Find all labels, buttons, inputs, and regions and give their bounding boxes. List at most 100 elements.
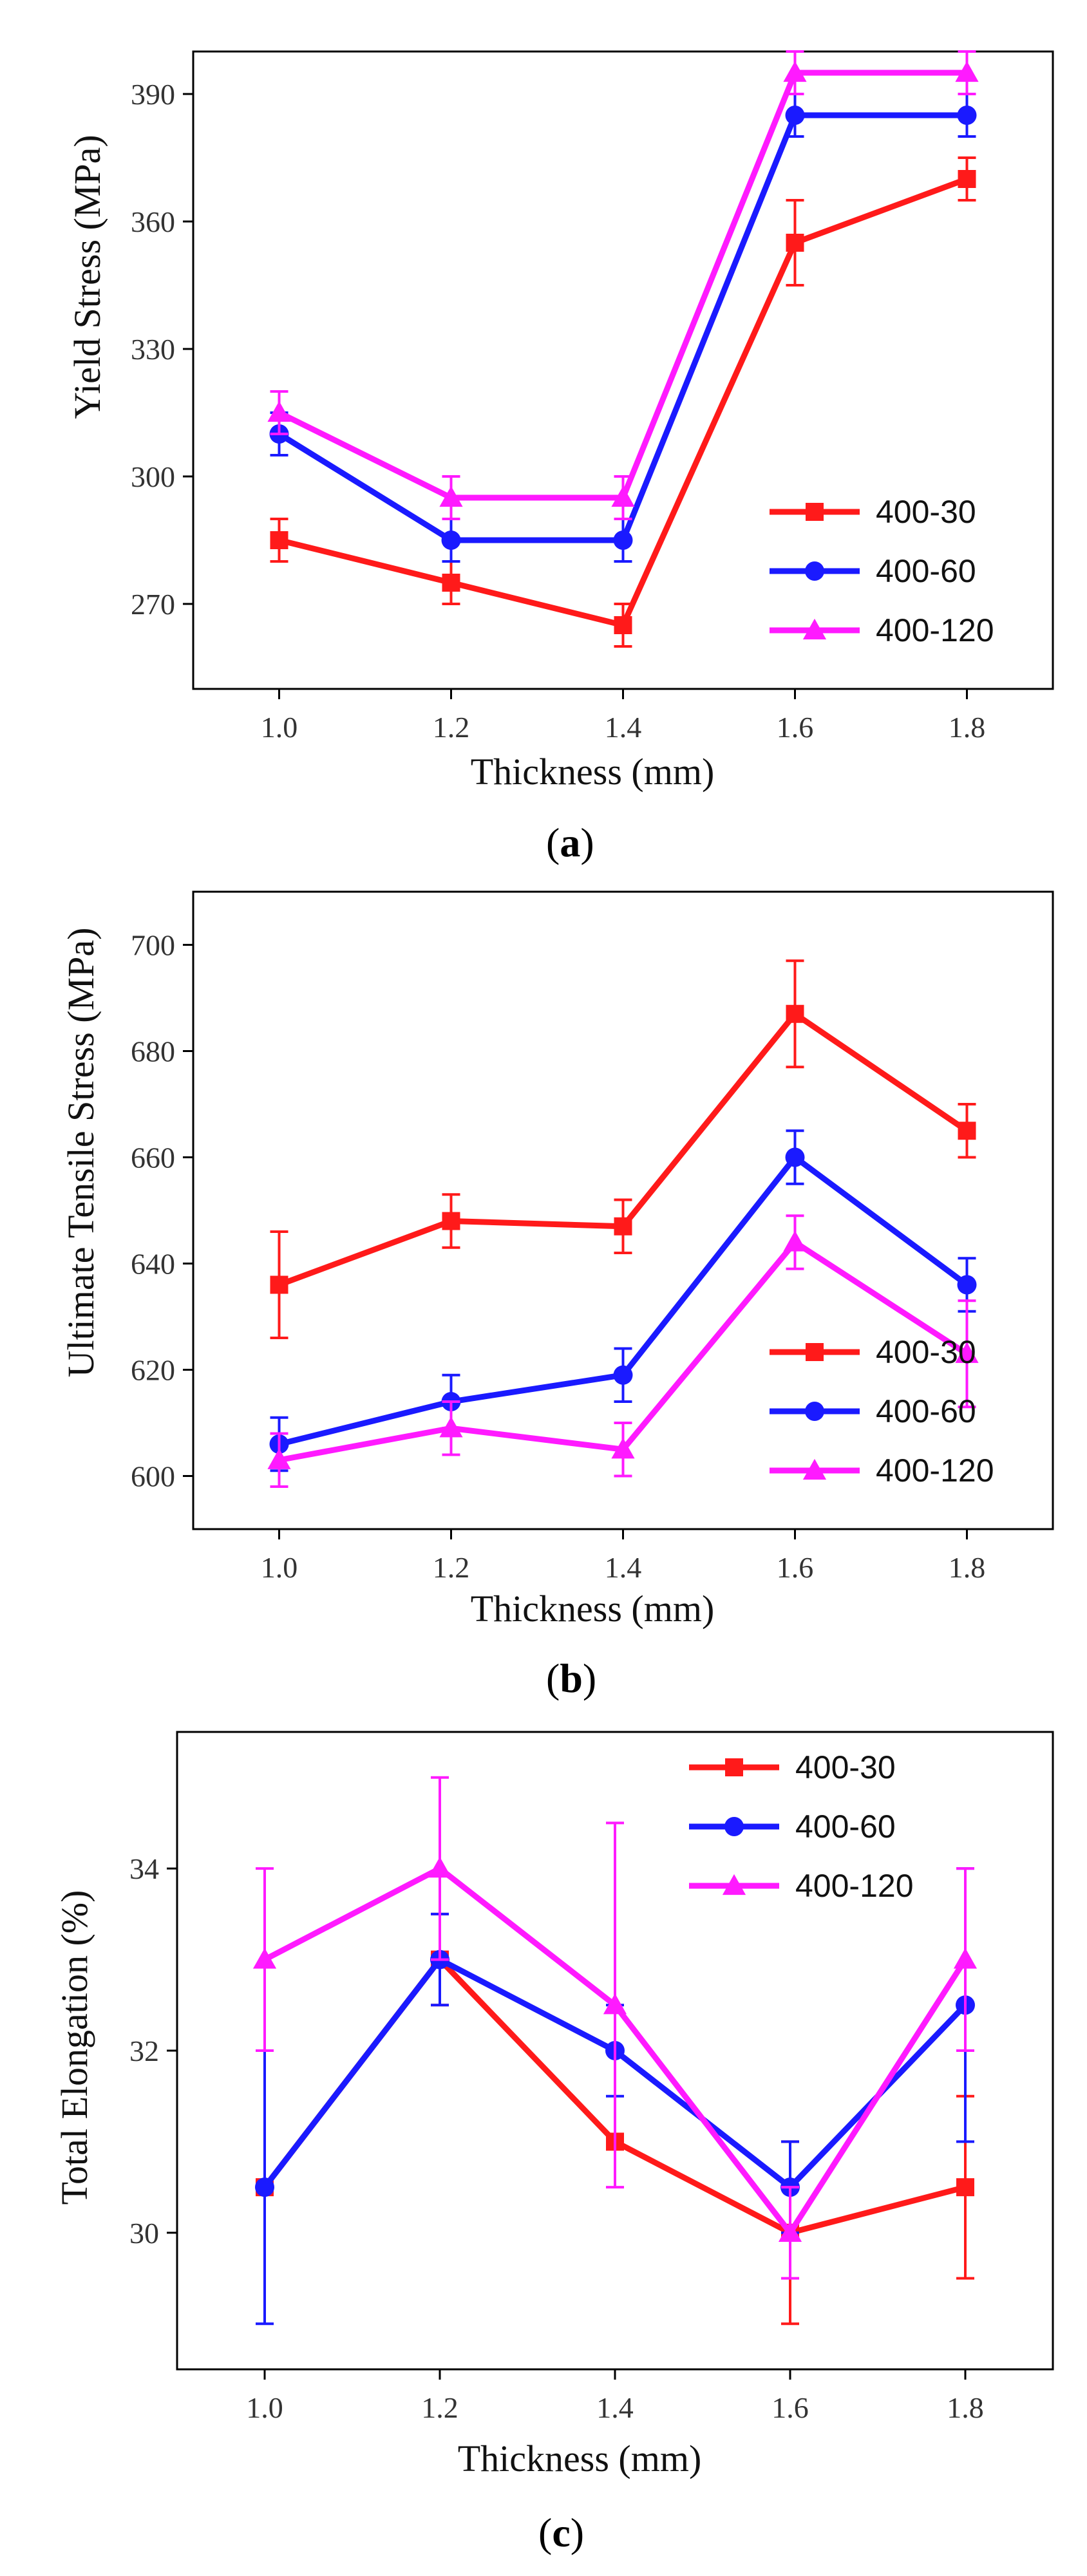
legend-marker <box>802 618 827 640</box>
y-tick-label: 620 <box>131 1354 175 1387</box>
y-tick-label: 330 <box>131 333 175 366</box>
x-tick-label: 1.2 <box>433 711 470 744</box>
data-point <box>603 1993 627 2015</box>
legend-marker <box>722 1874 746 1895</box>
legend-label: 400-120 <box>876 1453 994 1489</box>
data-point <box>955 61 979 82</box>
data-point <box>613 1365 633 1385</box>
legend-label: 400-120 <box>795 1868 914 1904</box>
panel-c-ylabel: Total Elongation (%) <box>53 1890 95 2205</box>
data-point <box>783 1230 807 1252</box>
panel-b-ylabel: Ultimate Tensile Stress (MPa) <box>60 928 102 1378</box>
legend-label: 400-60 <box>795 1809 896 1845</box>
panel-c: 1.0 1.2 1.4 1.6 1.8 30 32 34 400-30 400-60 400-120… <box>53 1731 1054 2555</box>
data-point <box>786 1004 804 1023</box>
legend-marker <box>806 503 824 521</box>
panel-a: 1.0 1.2 1.4 1.6 1.8270300330360390400-30400-… <box>66 50 1054 865</box>
data-point <box>958 170 976 188</box>
data-point <box>270 1275 288 1294</box>
panel-a-plot: 1.0 1.2 1.4 1.6 1.8270300330360390400-30400-… <box>131 50 1054 744</box>
data-point <box>442 574 460 592</box>
x-tick-label: 1.4 <box>605 711 642 744</box>
data-point <box>267 400 291 422</box>
y-tick-label: 680 <box>131 1035 175 1068</box>
data-point <box>441 531 461 550</box>
data-point <box>953 1948 978 1969</box>
x-tick-label: 1.2 <box>421 2391 458 2424</box>
series-400-30 <box>270 959 976 1339</box>
legend-marker <box>725 1758 743 1776</box>
data-point <box>613 531 633 550</box>
panel-a-xlabel: Thickness (mm) <box>471 751 715 793</box>
data-point <box>785 106 805 125</box>
data-point <box>783 61 807 82</box>
legend-label: 400-60 <box>876 553 976 589</box>
data-point <box>270 531 288 549</box>
legend-label: 400-30 <box>876 1334 976 1370</box>
legend-marker <box>802 1458 827 1480</box>
x-tick-label: 1.6 <box>777 1551 814 1584</box>
y-tick-label: 600 <box>131 1460 175 1493</box>
y-tick-label: 640 <box>131 1248 175 1281</box>
data-point <box>957 1275 977 1295</box>
data-point <box>611 485 635 507</box>
series-line <box>278 70 967 501</box>
legend: 400-30 400-60 400-120 <box>770 1334 994 1489</box>
plot-frame <box>192 50 1054 690</box>
data-point <box>611 1438 635 1459</box>
y-tick-label: 270 <box>131 588 175 621</box>
data-point <box>442 1212 460 1230</box>
x-tick-label: 1.2 <box>433 1551 470 1584</box>
legend: 400-30 400-60 400-120 <box>770 494 994 648</box>
y-tick-label: 34 <box>129 1852 159 1885</box>
legend-marker <box>724 1817 744 1836</box>
panel-b: 1.0 1.2 1.4 1.6 1.8600620640660680700400-304… <box>60 890 1054 1701</box>
panel-b-plot: 1.0 1.2 1.4 1.6 1.8600620640660680700400-304… <box>131 890 1054 1584</box>
y-tick-label: 300 <box>131 460 175 493</box>
legend-label: 400-30 <box>795 1749 896 1785</box>
y-tick-label: 30 <box>129 2217 159 2250</box>
data-point <box>252 1948 277 1969</box>
x-tick-label: 1.4 <box>596 2391 634 2424</box>
y-tick-label: 660 <box>131 1142 175 1174</box>
y-tick-label: 390 <box>131 78 175 111</box>
panel-c-letter: c <box>552 2510 570 2555</box>
panel-b-xlabel: Thickness (mm) <box>471 1588 715 1630</box>
panel-b-letter: b <box>560 1655 583 1701</box>
data-point <box>614 1217 632 1236</box>
data-point <box>786 234 804 252</box>
legend-label: 400-30 <box>876 494 976 530</box>
legend-marker <box>806 1343 824 1361</box>
legend-marker <box>805 1402 824 1421</box>
y-tick-label: 700 <box>131 929 175 962</box>
x-tick-label: 1.0 <box>261 711 298 744</box>
data-point <box>439 485 463 507</box>
legend-label: 400-60 <box>876 1393 976 1429</box>
data-point <box>428 1857 452 1878</box>
legend-label: 400-120 <box>876 612 994 648</box>
data-point <box>785 1147 805 1167</box>
x-tick-label: 1.0 <box>246 2391 283 2424</box>
data-point <box>614 616 632 634</box>
y-tick-label: 32 <box>129 2035 159 2067</box>
data-point <box>439 1416 463 1438</box>
x-tick-label: 1.4 <box>605 1551 642 1584</box>
x-tick-label: 1.6 <box>771 2391 809 2424</box>
panel-b-label: (b) <box>546 1655 596 1701</box>
data-point <box>778 2221 802 2242</box>
data-point <box>955 1342 979 1363</box>
x-tick-label: 1.8 <box>949 1551 986 1584</box>
data-point <box>255 2177 274 2197</box>
panel-c-xlabel: Thickness (mm) <box>458 2438 702 2479</box>
series-400-30 <box>270 156 976 648</box>
x-tick-label: 1.8 <box>949 711 986 744</box>
panel-c-plot: 1.0 1.2 1.4 1.6 1.8 30 32 34 400-30 400-60 400-120 <box>129 1731 1054 2424</box>
data-point <box>957 106 977 125</box>
panel-a-label: (a) <box>546 820 594 865</box>
x-tick-label: 1.6 <box>777 711 814 744</box>
y-tick-label: 360 <box>131 205 175 238</box>
legend: 400-30 400-60 400-120 <box>689 1749 914 1904</box>
legend-marker <box>805 561 824 581</box>
panel-c-label: (c) <box>538 2510 584 2555</box>
